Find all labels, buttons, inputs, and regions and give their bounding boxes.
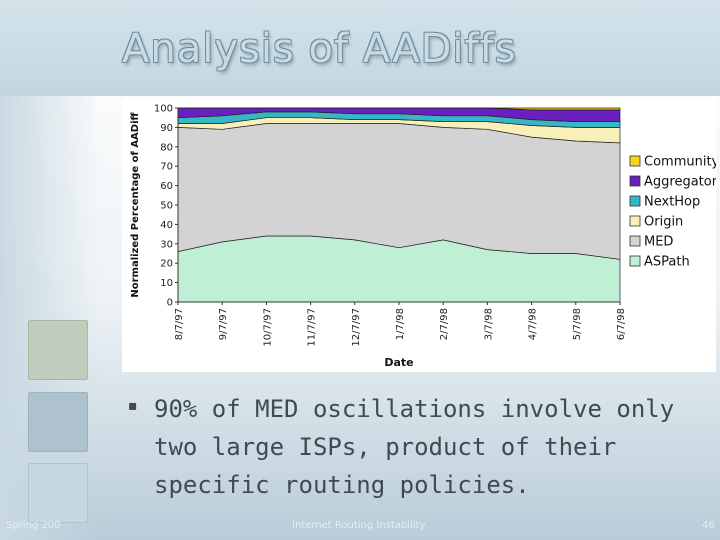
- stacked-area-chart: 0 10 20 30 40 50 60 70 80 90 100 8/7/97 9/7/97 10/7/9…: [130, 104, 716, 370]
- x-tick-label: 10/7/97: [262, 308, 273, 347]
- bullet-text: 90% of MED oscillations involve only two…: [154, 395, 675, 499]
- legend-label: Origin: [644, 215, 683, 230]
- area-community: [178, 107, 621, 111]
- x-tick-label: 9/7/97: [218, 308, 229, 340]
- title-band: [0, 0, 720, 96]
- x-tick-label: 1/7/98: [395, 308, 406, 340]
- x-tick-label: 4/7/98: [528, 308, 539, 340]
- x-tick-label: 12/7/97: [351, 308, 362, 347]
- legend-swatch: [629, 255, 641, 267]
- y-tick-label: 90: [160, 123, 173, 134]
- y-tick-label: 0: [167, 298, 173, 309]
- footer-title: Internet Routing Instability: [292, 520, 426, 531]
- legend-label: Community: [644, 155, 716, 170]
- legend-swatch: [629, 175, 641, 187]
- legend-swatch: [629, 195, 641, 207]
- y-tick-label: 100: [154, 104, 173, 115]
- x-tick-label: 6/7/98: [616, 308, 627, 340]
- y-tick-label: 50: [160, 201, 173, 212]
- area-med: [177, 123, 621, 260]
- decorative-square-3: [28, 463, 88, 523]
- x-tick-label: 8/7/97: [174, 308, 185, 340]
- legend-swatch: [629, 155, 641, 167]
- bullet-point: ▪ 90% of MED oscillations involve only t…: [128, 390, 708, 504]
- footer-date: Spring 200: [6, 520, 61, 531]
- legend-swatch: [629, 215, 641, 227]
- y-tick-label: 80: [160, 142, 173, 153]
- y-tick-label: 70: [160, 162, 173, 173]
- x-tick-label: 3/7/98: [483, 308, 494, 340]
- x-tick-label: 5/7/98: [572, 308, 583, 340]
- y-tick-label: 10: [160, 278, 173, 289]
- y-tick-label: 40: [160, 220, 173, 231]
- legend-label: MED: [644, 235, 673, 250]
- x-tick-label: 11/7/97: [307, 308, 318, 347]
- page-number: 46: [702, 520, 715, 531]
- legend-label: Aggregator: [644, 175, 716, 190]
- legend-label: NextHop: [644, 195, 700, 210]
- legend-swatch: [629, 235, 641, 247]
- x-axis-label: Date: [384, 356, 413, 369]
- y-tick-label: 60: [160, 181, 173, 192]
- y-tick-label: 20: [160, 259, 173, 270]
- chart-frame: 0 10 20 30 40 50 60 70 80 90 100 8/7/97 9/7/97 10/7/9…: [122, 98, 716, 372]
- y-tick-label: 30: [160, 239, 173, 250]
- x-tick-label: 2/7/98: [439, 308, 450, 340]
- bullet-marker-icon: ▪: [128, 398, 138, 414]
- slide-title: Analysis of AADiffs: [122, 26, 517, 72]
- legend-label: ASPath: [644, 255, 690, 270]
- y-axis-label: Normalized Percentage of AADiff: [130, 111, 141, 297]
- decorative-square-1: [28, 320, 88, 380]
- decorative-square-2: [28, 392, 88, 452]
